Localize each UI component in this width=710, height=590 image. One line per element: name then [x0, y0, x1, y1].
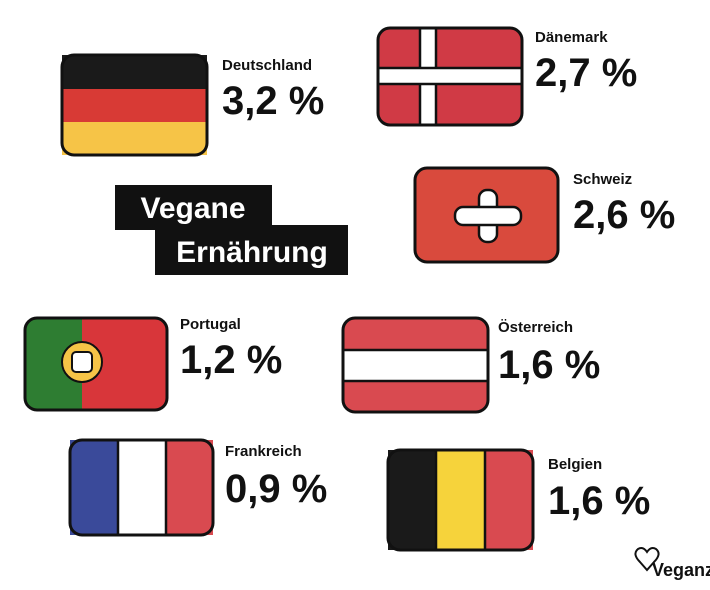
- value-label: 1,6 %: [498, 343, 600, 387]
- flag-switzerland: [413, 166, 560, 264]
- country-label: Frankreich: [225, 443, 302, 460]
- country-label: Belgien: [548, 456, 602, 473]
- logo: Veganz: [652, 560, 710, 580]
- country-label: Schweiz: [573, 171, 632, 188]
- value-label: 2,7 %: [535, 51, 637, 95]
- title-box: [155, 225, 348, 275]
- flag-portugal: [23, 316, 169, 412]
- flag-france: [68, 438, 215, 537]
- value-label: 1,6 %: [548, 479, 650, 523]
- value-label: 2,6 %: [573, 193, 675, 237]
- value-label: 3,2 %: [222, 79, 324, 123]
- logo-heart: [634, 547, 660, 572]
- value-label: 0,9 %: [225, 467, 327, 511]
- flag-denmark: [376, 26, 524, 127]
- title-line: Ernährung: [176, 236, 328, 269]
- title-box: [115, 185, 272, 230]
- country-label: Deutschland: [222, 57, 312, 74]
- value-label: 1,2 %: [180, 338, 282, 382]
- country-label: Portugal: [180, 316, 241, 333]
- country-label: Österreich: [498, 319, 573, 336]
- flag-germany: [60, 53, 209, 157]
- flag-belgium: [386, 448, 535, 552]
- title-line: Vegane: [140, 192, 245, 225]
- flag-austria: [341, 316, 490, 414]
- country-label: Dänemark: [535, 29, 608, 46]
